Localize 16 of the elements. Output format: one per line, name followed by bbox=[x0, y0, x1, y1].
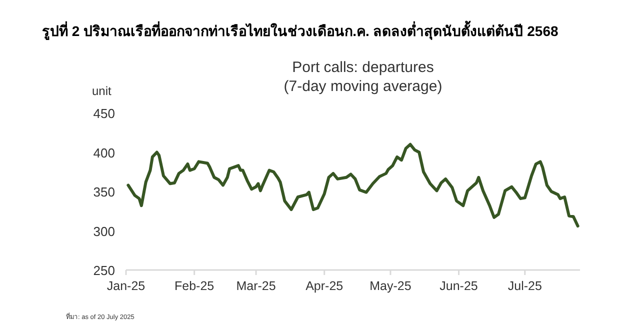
y-axis-title: unit bbox=[92, 84, 112, 98]
chart-title: รูปที่ 2 ปริมาณเรือที่ออกจากท่าเรือไทยในช่วงเดือนก.ค. ลดลงต่ำสุดนับตั้งแต่ต้นปี 2568 bbox=[42, 20, 558, 40]
x-tick-label: Jan-25 bbox=[106, 279, 146, 293]
y-tick-label: 300 bbox=[93, 224, 115, 239]
x-tick-label: Apr-25 bbox=[306, 279, 344, 293]
x-tick-label: Jul-25 bbox=[508, 279, 542, 293]
chart-subtitle: Port calls: departures (7-day moving average) bbox=[284, 59, 442, 95]
y-tick-label: 450 bbox=[93, 106, 115, 121]
y-tick-label: 250 bbox=[93, 263, 115, 278]
y-tick-label: 400 bbox=[93, 145, 115, 160]
y-tick-label: 350 bbox=[93, 184, 115, 200]
x-tick-label: May-25 bbox=[370, 279, 412, 293]
x-tick-label: Feb-25 bbox=[174, 279, 214, 293]
line-series bbox=[126, 142, 580, 228]
x-tick-label: Mar-25 bbox=[236, 279, 276, 293]
x-tick-label: Jun-25 bbox=[440, 279, 478, 293]
